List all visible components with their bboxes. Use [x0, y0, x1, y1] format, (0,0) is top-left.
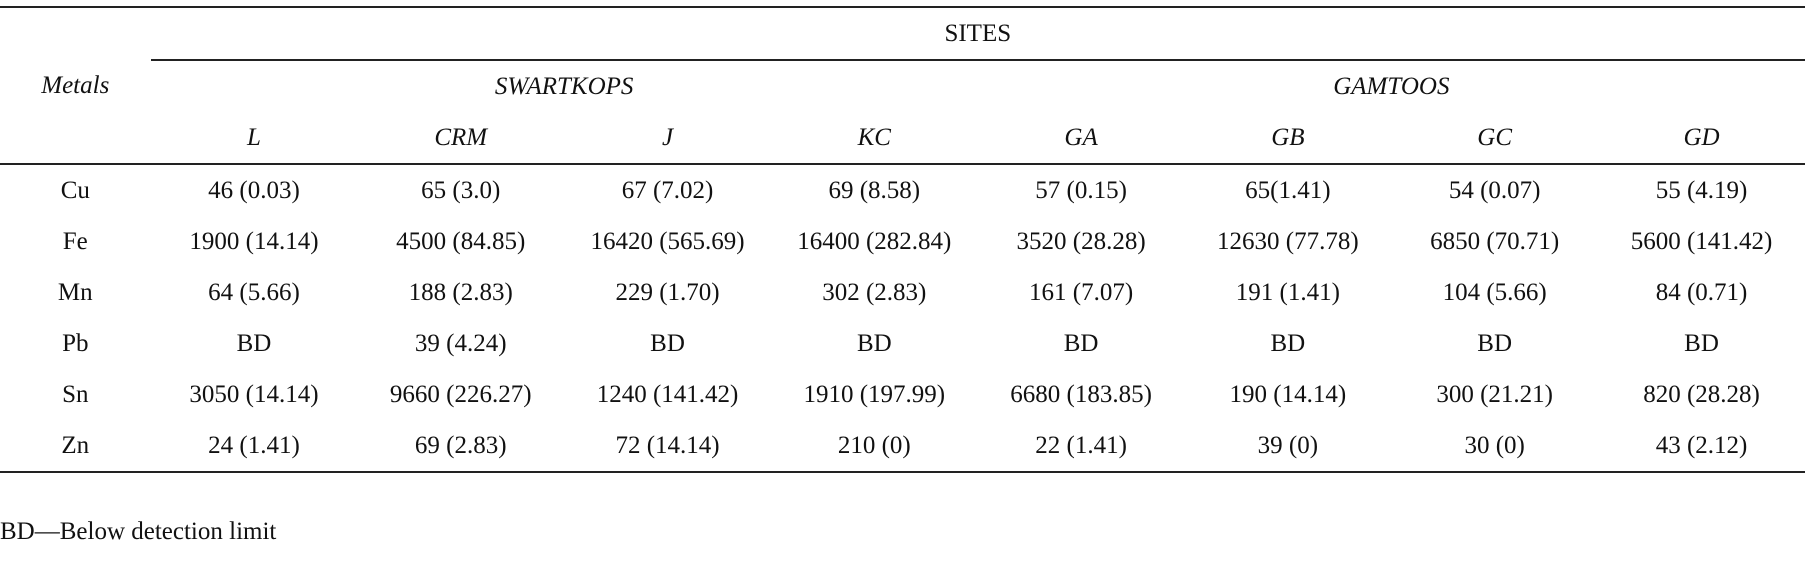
value-cell: 161 (7.07)	[1029, 278, 1134, 306]
site-header-kc: KC	[770, 112, 978, 165]
metals-column-header: Metals	[0, 6, 151, 165]
value-cell: 3520 (28.28)	[1016, 227, 1146, 255]
value-cell: 6850 (70.71)	[1430, 227, 1560, 255]
value-cell: BD	[1063, 329, 1099, 357]
value-cell: 54 (0.07)	[1448, 176, 1541, 204]
metal-cell: Mn	[57, 278, 93, 306]
value-cell: 104 (5.66)	[1442, 278, 1547, 306]
value-cell: BD	[650, 329, 685, 357]
value-cell: 12630 (77.78)	[1217, 227, 1359, 255]
table-footnote: BD—Below detection limit	[0, 518, 277, 545]
value-cell: 43 (2.12)	[1598, 420, 1805, 473]
metals-concentration-table: Metals SITES SWARTKOPS GAMTOOS L CRM J K…	[0, 6, 1805, 473]
metal-cell: Zn	[0, 420, 151, 473]
sites-header: SITES	[150, 6, 1805, 61]
value-cell: 188 (2.83)	[408, 278, 513, 306]
value-cell: 16420 (565.69)	[590, 227, 745, 255]
group-header-swartkops: SWARTKOPS	[494, 72, 634, 100]
value-cell: 65(1.41)	[1245, 176, 1331, 204]
value-cell: 1910 (197.99)	[803, 380, 946, 408]
value-cell: 820 (28.28)	[1643, 380, 1760, 408]
value-cell: 300 (21.21)	[1436, 380, 1553, 408]
site-header-crm: CRM	[357, 112, 565, 165]
site-header-l: L	[150, 112, 358, 165]
table-row-zn: Zn 24 (1.41) 69 (2.83) 72 (14.14) 210 (0…	[0, 420, 1805, 473]
value-cell: 69 (2.83)	[357, 420, 565, 473]
value-cell: 22 (1.41)	[977, 420, 1185, 473]
value-cell: 3050 (14.14)	[189, 380, 319, 408]
value-cell: 69 (8.58)	[828, 176, 921, 204]
value-cell: 5600 (141.42)	[1630, 227, 1773, 255]
value-cell: 1240 (141.42)	[596, 380, 739, 408]
value-cell: 9660 (226.27)	[389, 380, 532, 408]
value-cell: 4500 (84.85)	[396, 227, 526, 255]
value-cell: 24 (1.41)	[150, 420, 358, 473]
value-cell: 39 (0)	[1184, 420, 1392, 473]
value-cell: BD	[856, 329, 892, 357]
value-cell: 1900 (14.14)	[189, 227, 319, 255]
table-row-cu: Cu 46 (0.03) 65 (3.0) 67 (7.02) 69 (8.58…	[0, 164, 1805, 216]
value-cell: 39 (4.24)	[414, 329, 507, 357]
table-row-fe: Fe 1900 (14.14) 4500 (84.85) 16420 (565.…	[0, 216, 1805, 267]
site-header-ga: GA	[977, 112, 1185, 165]
value-cell: 6680 (183.85)	[1010, 380, 1152, 408]
value-cell: 46 (0.03)	[208, 176, 300, 204]
metal-cell: Cu	[60, 176, 90, 204]
value-cell: 64 (5.66)	[208, 278, 300, 306]
site-header-gb: GB	[1184, 112, 1392, 165]
table-row-mn: Mn 64 (5.66) 188 (2.83) 229 (1.70) 302 (…	[0, 267, 1805, 318]
site-header-j: J	[564, 112, 771, 165]
value-cell: BD	[1270, 329, 1306, 357]
metal-cell: Sn	[62, 380, 89, 408]
value-cell: 57 (0.15)	[1035, 176, 1127, 204]
site-header-gd: GD	[1598, 112, 1805, 165]
value-cell: 210 (0)	[770, 420, 978, 473]
value-cell: 65 (3.0)	[421, 176, 501, 204]
value-cell: BD	[236, 329, 272, 357]
value-cell: 302 (2.83)	[822, 278, 927, 306]
metal-cell: Fe	[62, 227, 88, 255]
value-cell: 229 (1.70)	[615, 278, 720, 306]
value-cell: 16400 (282.84)	[797, 227, 952, 255]
value-cell: 30 (0)	[1391, 420, 1599, 473]
value-cell: 190 (14.14)	[1229, 380, 1347, 408]
group-header-gamtoos: GAMTOOS	[1333, 72, 1450, 100]
table-row-pb: Pb BD 39 (4.24) BD BD BD BD BD BD	[0, 318, 1805, 369]
value-cell: BD	[1684, 329, 1719, 357]
value-cell: 191 (1.41)	[1235, 278, 1340, 306]
site-header-gc: GC	[1391, 112, 1599, 165]
metals-table-container: Metals SITES SWARTKOPS GAMTOOS L CRM J K…	[0, 6, 1805, 473]
value-cell: 55 (4.19)	[1655, 176, 1748, 204]
value-cell: 84 (0.71)	[1655, 278, 1748, 306]
metal-cell: Pb	[62, 329, 89, 357]
value-cell: 67 (7.02)	[621, 176, 714, 204]
value-cell: BD	[1477, 329, 1513, 357]
table-row-sn: Sn 3050 (14.14) 9660 (226.27) 1240 (141.…	[0, 369, 1805, 420]
value-cell: 72 (14.14)	[564, 420, 771, 473]
